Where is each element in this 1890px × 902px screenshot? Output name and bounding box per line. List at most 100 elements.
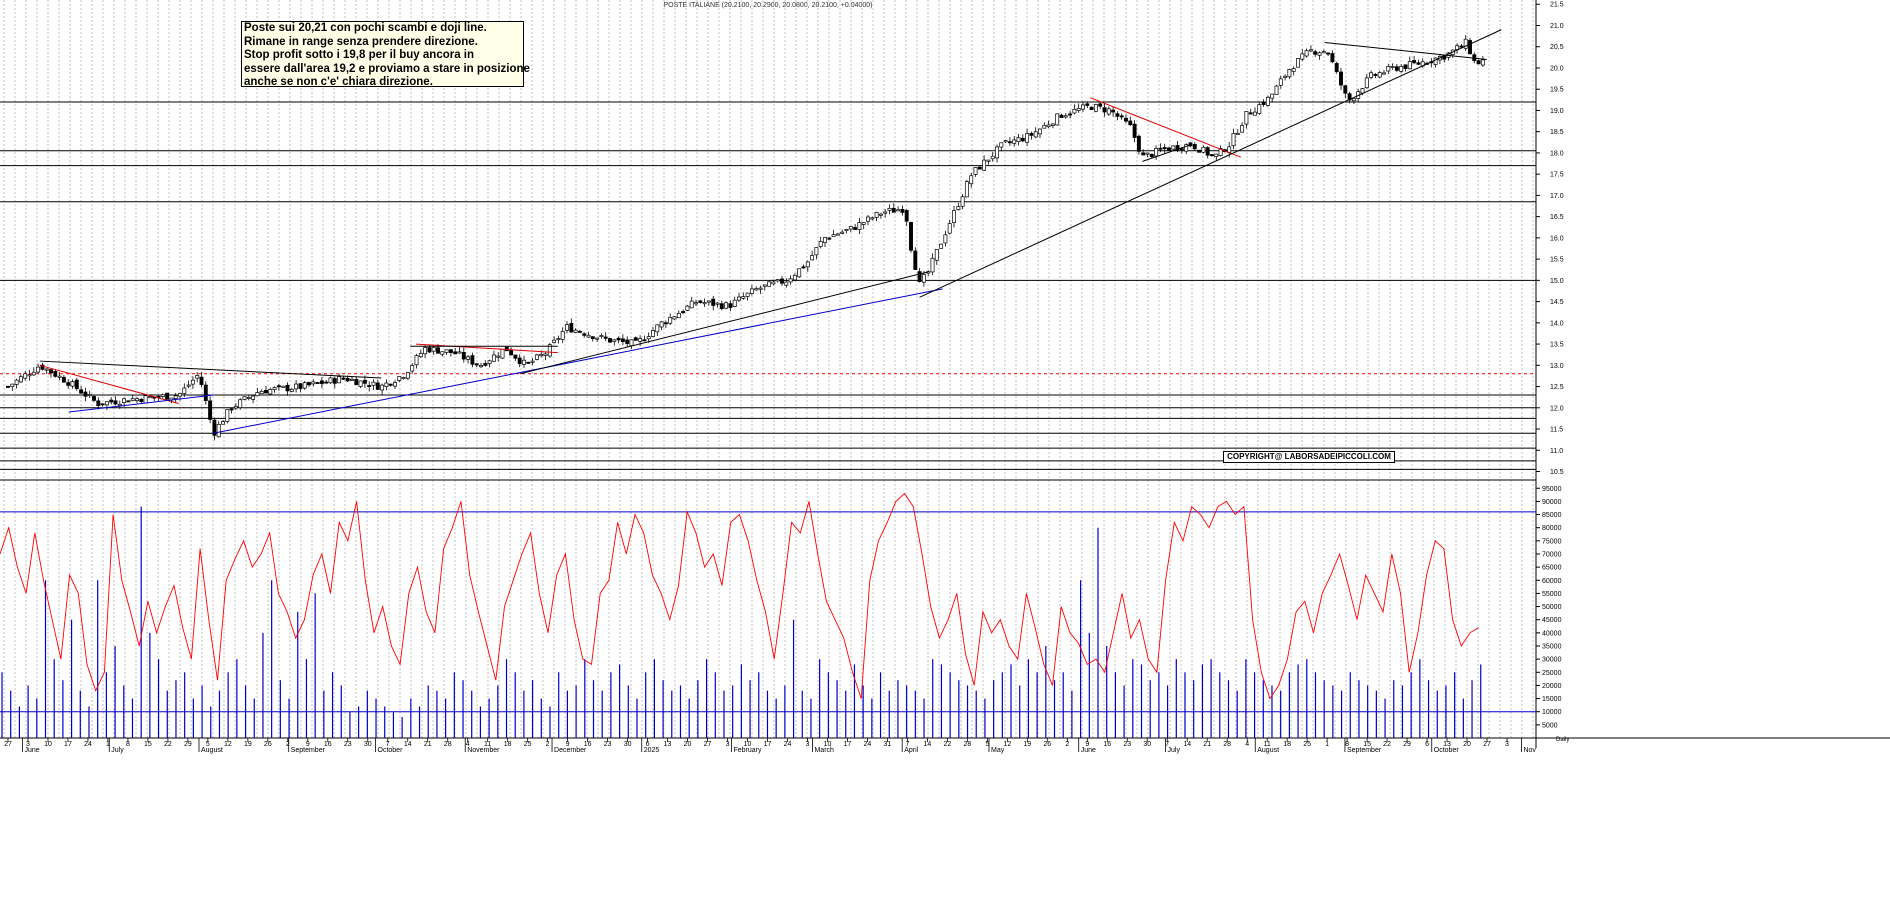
candle-body: [1115, 113, 1120, 117]
price-tick-label: 10.5: [1550, 469, 1564, 476]
candle-body: [737, 296, 741, 301]
x-day-tick-label: 12: [1003, 741, 1011, 748]
x-day-tick-label: 4: [1245, 741, 1249, 748]
candle-body: [848, 226, 853, 230]
candle-body: [1321, 51, 1326, 54]
candle-body: [1326, 52, 1331, 55]
candle-body: [1218, 148, 1223, 156]
candle-body: [367, 385, 372, 388]
oscillator-line: [0, 492, 1479, 700]
x-day-tick-label: 9: [1085, 741, 1089, 748]
candle-body: [530, 360, 535, 363]
x-day-tick-label: 18: [1283, 741, 1291, 748]
candle-body: [496, 355, 501, 358]
x-day-tick-label: 10: [744, 741, 752, 748]
price-tick-label: 14.5: [1550, 299, 1564, 306]
trendline-red: [1090, 97, 1241, 158]
candle-body: [758, 287, 763, 290]
candle-body: [87, 394, 92, 396]
x-day-tick-label: 24: [784, 741, 792, 748]
candle-body: [410, 365, 415, 372]
candle-body: [18, 376, 23, 383]
candle-body: [788, 278, 793, 283]
candle-body: [1240, 125, 1245, 133]
candle-body: [724, 302, 729, 309]
candle-body: [100, 403, 105, 406]
x-day-tick-label: 10: [824, 741, 832, 748]
candle-body: [741, 296, 746, 299]
candle-body: [1059, 114, 1064, 118]
x-day-tick-label: 1: [106, 741, 110, 748]
candle-body: [1072, 108, 1077, 114]
candle-body: [1016, 137, 1021, 142]
candle-body: [1197, 149, 1202, 153]
x-day-tick-label: 15: [1363, 741, 1371, 748]
candle-body: [827, 237, 832, 240]
candle-body: [792, 274, 797, 281]
candle-body: [74, 379, 79, 390]
candle-body: [866, 216, 870, 222]
x-month-label: March: [814, 747, 834, 754]
candle-body: [1244, 111, 1249, 125]
price-tick-label: 13.5: [1550, 342, 1564, 349]
candle-body: [1351, 98, 1356, 102]
candle-body: [638, 338, 643, 342]
candle-body: [1085, 103, 1090, 106]
candle-body: [943, 234, 948, 244]
candle-body: [31, 371, 36, 376]
x-day-tick-label: 25: [1303, 741, 1311, 748]
candle-body: [565, 324, 569, 331]
x-day-tick-label: 25: [524, 741, 532, 748]
candle-body: [427, 347, 432, 353]
candle-body: [775, 279, 780, 282]
x-day-tick-label: 24: [84, 741, 92, 748]
candle-body: [556, 338, 561, 341]
candle-body: [1038, 128, 1042, 135]
x-day-tick-label: 4: [466, 741, 470, 748]
candle-body: [1154, 148, 1159, 157]
candle-body: [1102, 107, 1107, 113]
candle-body: [784, 281, 789, 286]
candle-body: [509, 350, 514, 356]
candle-body: [990, 155, 995, 160]
candle-body: [500, 348, 505, 359]
candle-body: [1407, 61, 1412, 70]
candle-body: [203, 384, 208, 401]
price-tick-label: 17.5: [1550, 172, 1564, 179]
candle-body: [977, 166, 982, 170]
candle-body: [319, 380, 324, 384]
candle-body: [1179, 148, 1184, 151]
x-day-tick-label: 21: [1203, 741, 1211, 748]
oscillator-tick-label: 70000: [1542, 551, 1562, 558]
candle-body: [470, 355, 475, 365]
candle-body: [1369, 72, 1374, 78]
candle-body: [393, 382, 397, 387]
candle-body: [358, 380, 363, 387]
candle-body: [896, 209, 901, 212]
oscillator-tick-label: 75000: [1542, 538, 1562, 545]
candle-body: [543, 353, 548, 356]
candle-body: [1231, 132, 1236, 147]
candle-body: [1248, 112, 1253, 115]
candle-body: [418, 353, 423, 358]
candle-body: [83, 391, 88, 397]
candle-body: [526, 361, 531, 364]
candle-body: [457, 351, 462, 354]
candle-body: [982, 159, 987, 171]
candle-body: [453, 351, 458, 355]
price-tick-label: 15.5: [1550, 257, 1564, 264]
x-day-tick-label: 16: [1103, 741, 1111, 748]
candle-body: [1304, 50, 1309, 57]
candle-body: [956, 206, 961, 210]
candle-body: [754, 288, 759, 291]
x-day-tick-label: 14: [1183, 741, 1191, 748]
price-tick-label: 17.0: [1550, 193, 1564, 200]
candle-body: [1476, 60, 1481, 65]
candle-body: [1265, 96, 1270, 106]
candle-body: [294, 383, 299, 390]
x-day-tick-label: 29: [184, 741, 192, 748]
price-tick-label: 11.0: [1550, 448, 1563, 455]
x-day-tick-label: 2: [1065, 741, 1069, 748]
candle-body: [1308, 49, 1313, 52]
candle-body: [272, 387, 277, 390]
